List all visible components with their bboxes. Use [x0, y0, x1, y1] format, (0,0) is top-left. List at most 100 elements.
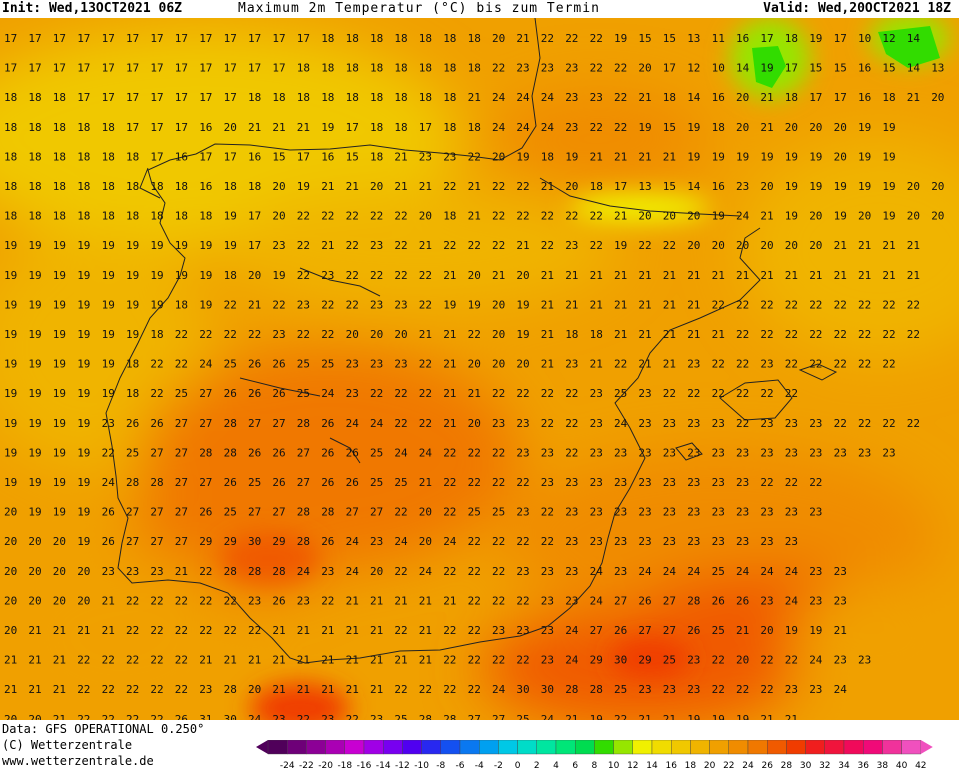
temperature-value: 17	[248, 62, 261, 75]
temperature-value: 30	[248, 535, 261, 548]
temperature-value: 22	[248, 624, 261, 637]
temperature-value: 24	[736, 210, 750, 223]
temperature-value: 24	[492, 121, 506, 134]
temperature-value: 21	[443, 269, 456, 282]
temperature-value: 22	[77, 713, 90, 720]
temperature-value: 21	[53, 713, 66, 720]
temperature-value: 28	[248, 565, 261, 578]
temperature-value: 26	[321, 476, 334, 489]
temperature-value: 23	[565, 91, 578, 104]
temperature-value: 22	[224, 624, 237, 637]
temperature-value: 21	[834, 239, 847, 252]
temperature-value: 21	[614, 210, 627, 223]
temperature-value: 20	[834, 121, 847, 134]
temperature-value: 23	[663, 446, 676, 459]
temperature-value: 18	[102, 121, 115, 134]
temperature-value: 20	[4, 565, 17, 578]
temperature-value: 20	[492, 328, 505, 341]
temperature-value: 20	[248, 683, 261, 696]
legend-swatch	[767, 739, 787, 755]
temperature-value: 20	[468, 417, 481, 430]
temperature-value: 21	[638, 298, 651, 311]
temperature-value: 18	[77, 210, 90, 223]
temperature-value: 17	[126, 91, 139, 104]
temperature-value: 22	[834, 358, 847, 371]
temperature-value: 24	[394, 535, 408, 548]
temperature-value: 24	[346, 535, 360, 548]
temperature-value: 28	[224, 446, 237, 459]
temperature-value: 22	[346, 269, 359, 282]
temperature-value: 17	[175, 62, 188, 75]
temperature-value: 19	[53, 476, 66, 489]
temperature-value: 25	[394, 476, 407, 489]
temperature-value: 22	[150, 713, 163, 720]
temperature-value: 22	[321, 210, 334, 223]
temperature-value: 17	[126, 62, 139, 75]
temperature-value: 28	[590, 683, 603, 696]
temperature-value: 21	[248, 298, 261, 311]
temperature-value: 21	[638, 328, 651, 341]
temperature-value: 23	[663, 417, 676, 430]
temperature-value: 25	[712, 565, 725, 578]
temperature-value: 21	[419, 476, 432, 489]
temperature-value: 18	[346, 62, 359, 75]
temperature-value: 18	[53, 210, 66, 223]
temperature-value: 22	[785, 328, 798, 341]
temperature-value: 13	[638, 180, 651, 193]
temperature-value: 22	[224, 298, 237, 311]
temperature-value: 24	[614, 417, 628, 430]
temperature-value: 25	[297, 358, 310, 371]
temperature-value: 19	[858, 121, 871, 134]
temperature-value: 21	[590, 298, 603, 311]
temperature-value: 17	[224, 62, 237, 75]
temperature-value: 24	[492, 91, 506, 104]
temperature-value: 22	[492, 654, 505, 667]
temperature-value: 23	[785, 506, 798, 519]
temperature-value: 18	[126, 358, 139, 371]
temperature-value: 19	[77, 239, 90, 252]
temperature-value: 27	[248, 417, 261, 430]
website-url[interactable]: www.wetterzentrale.de	[2, 754, 154, 768]
temperature-value: 23	[834, 654, 847, 667]
temperature-value: 22	[492, 476, 505, 489]
temperature-value: 22	[492, 239, 505, 252]
temperature-value: 21	[882, 269, 895, 282]
temperature-value: 18	[126, 210, 139, 223]
temperature-value: 17	[102, 91, 115, 104]
temperature-value: 30	[614, 654, 627, 667]
temperature-value: 14	[736, 62, 750, 75]
temperature-value: 22	[785, 387, 798, 400]
temperature-value: 19	[809, 150, 822, 163]
temperature-value: 21	[687, 328, 700, 341]
legend-swatch	[863, 739, 883, 755]
legend-swatch	[459, 739, 480, 755]
temperature-value: 23	[370, 713, 383, 720]
temperature-value: 22	[541, 506, 554, 519]
temperature-value: 20	[565, 180, 578, 193]
temperature-value: 20	[834, 150, 847, 163]
temperature-value: 19	[28, 387, 41, 400]
legend-swatch	[843, 739, 864, 755]
temperature-value: 21	[663, 358, 676, 371]
temperature-value: 19	[28, 269, 41, 282]
temperature-value: 19	[28, 506, 41, 519]
temperature-value: 22	[541, 535, 554, 548]
legend-tick-label: 16	[665, 761, 677, 771]
temperature-value: 18	[785, 91, 798, 104]
temperature-value: 19	[53, 358, 66, 371]
legend-swatch	[728, 739, 749, 755]
temperature-value: 19	[712, 150, 725, 163]
temperature-value: 18	[272, 91, 285, 104]
temperature-value: 19	[126, 269, 139, 282]
temperature-value: 20	[77, 565, 90, 578]
temperature-value: 19	[102, 387, 115, 400]
temperature-value: 18	[28, 91, 41, 104]
temperature-value: 24	[541, 713, 555, 720]
temperature-value: 22	[760, 683, 773, 696]
temperature-value: 19	[882, 121, 895, 134]
temperature-value: 22	[590, 121, 603, 134]
temperature-value: 22	[809, 476, 822, 489]
temperature-value: 25	[492, 506, 505, 519]
temperature-value: 26	[102, 506, 115, 519]
temperature-value: 17	[224, 32, 237, 45]
